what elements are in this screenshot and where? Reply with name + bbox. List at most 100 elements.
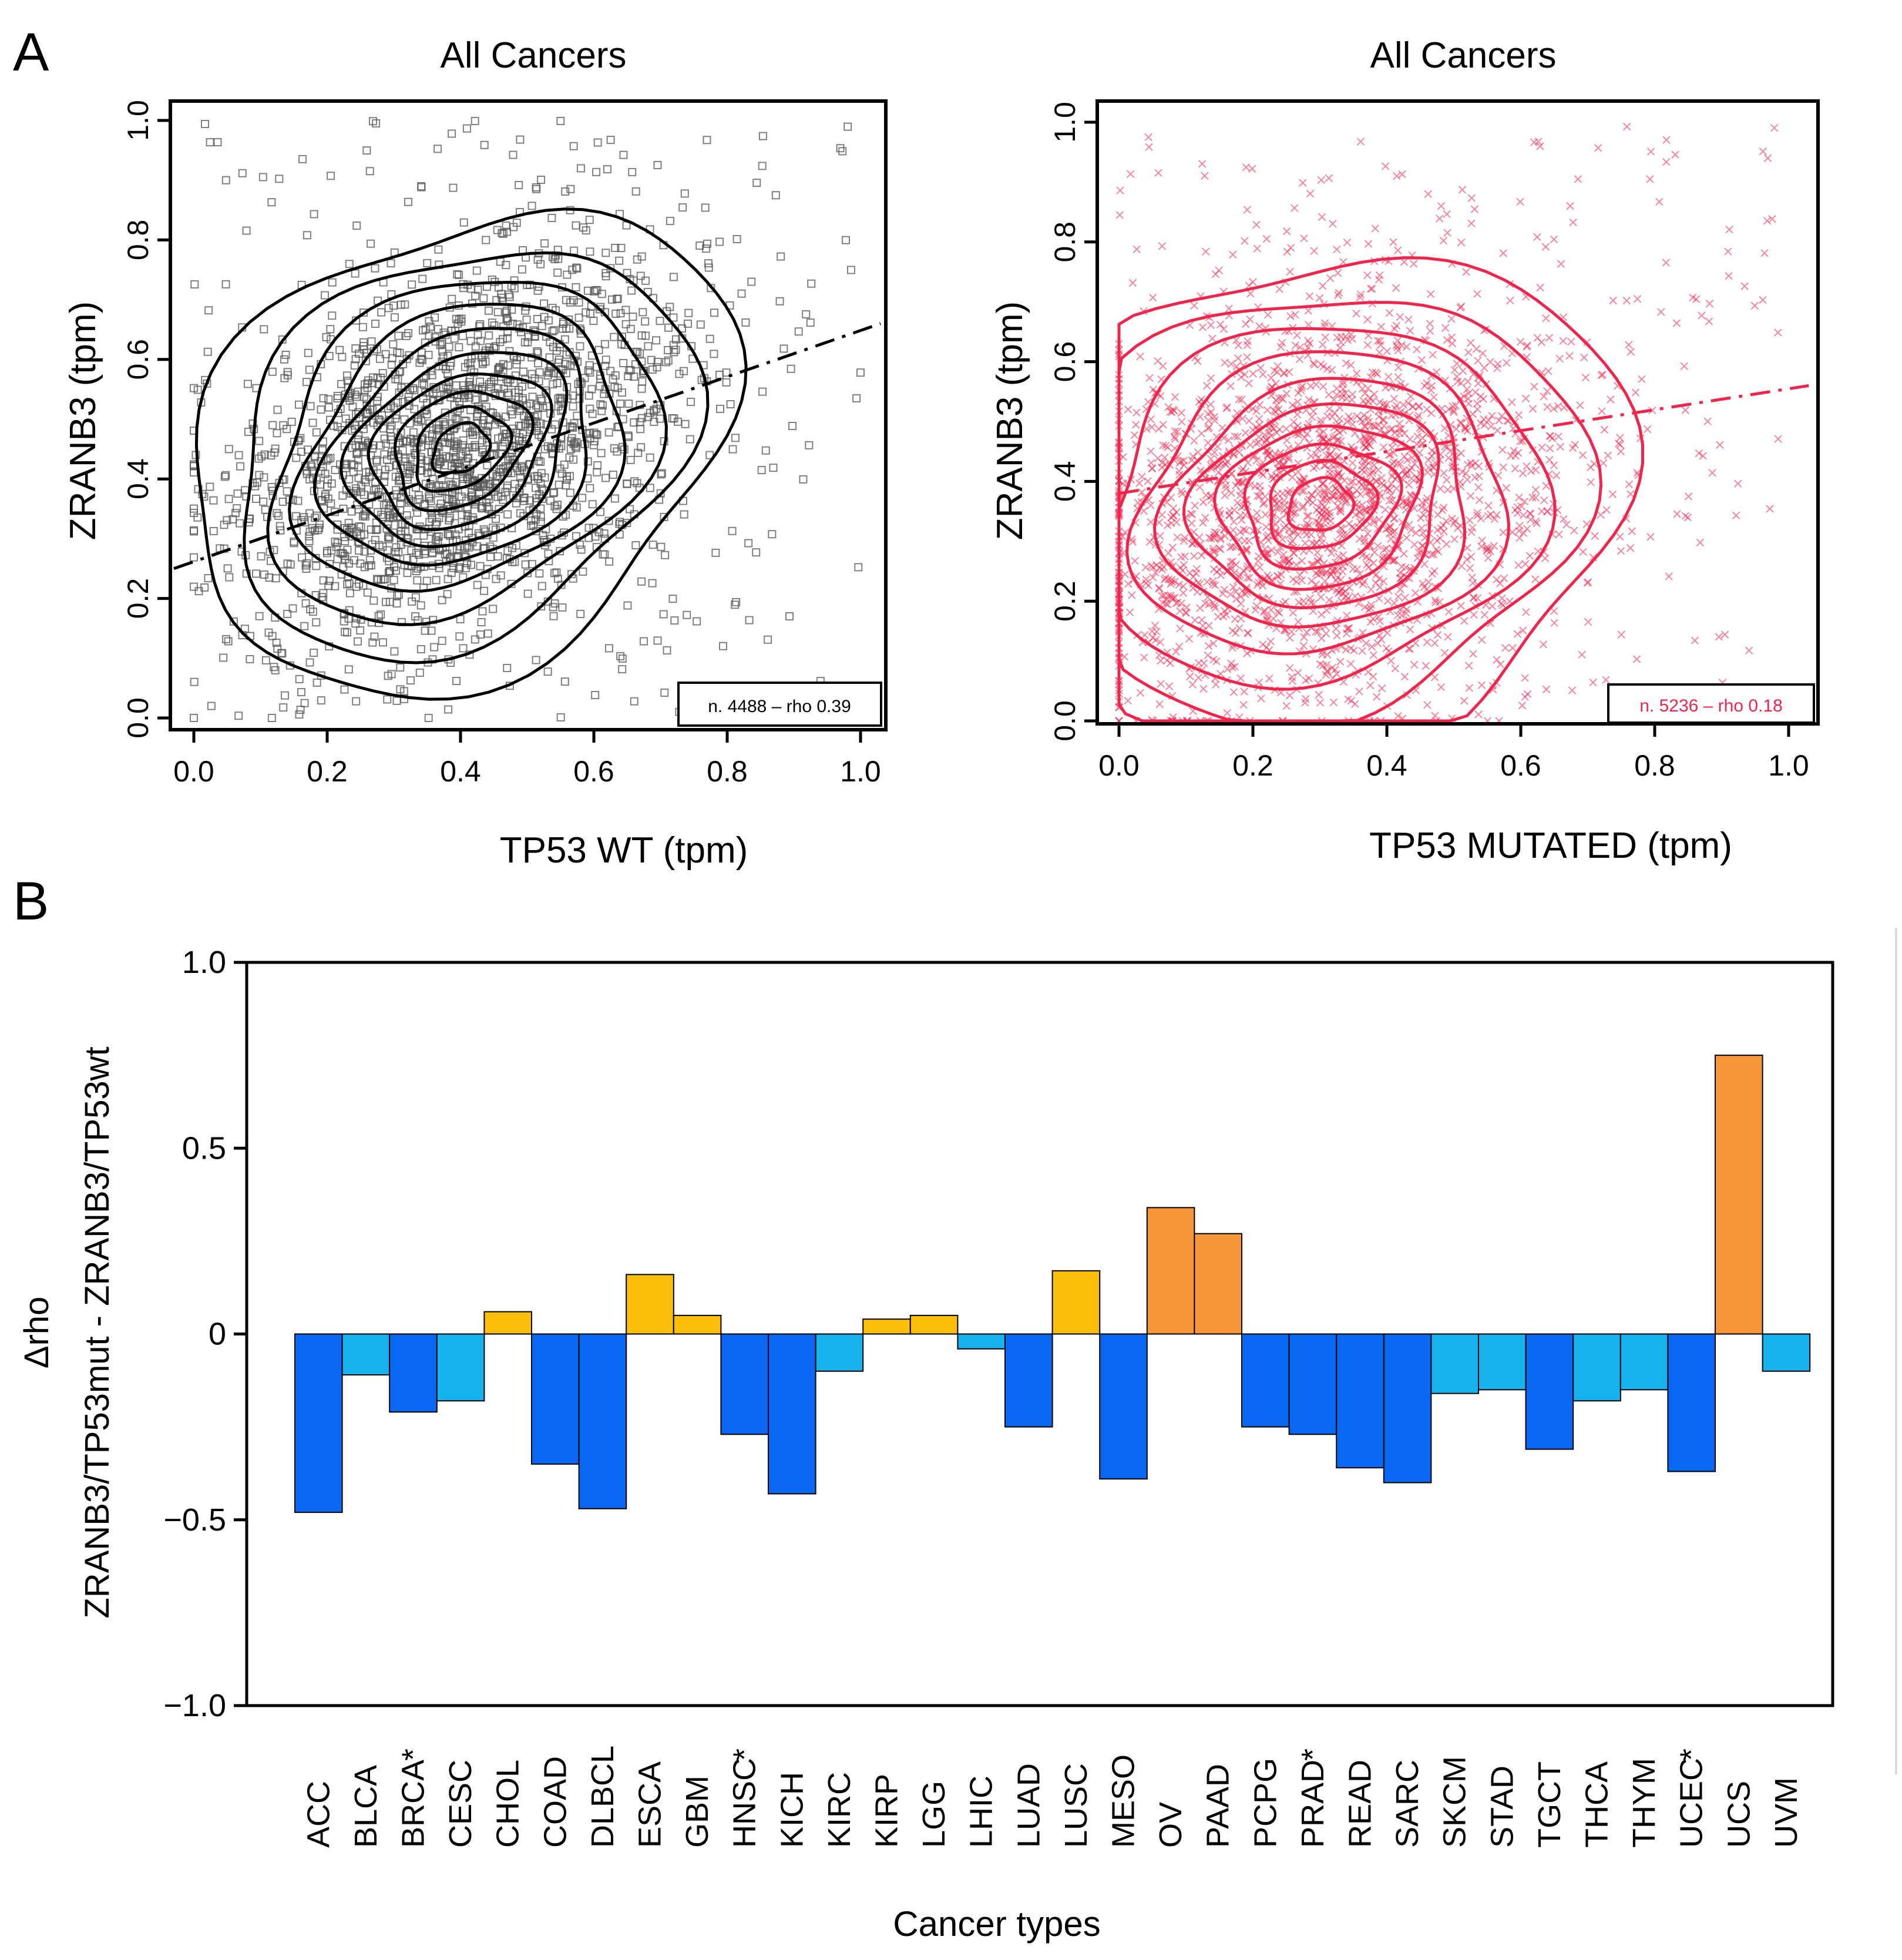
data-point [536, 419, 545, 428]
data-point [512, 428, 521, 437]
data-point [275, 174, 284, 183]
data-point [1477, 681, 1486, 689]
data-point [1691, 636, 1699, 645]
data-point [446, 361, 455, 370]
data-point [387, 259, 395, 268]
data-point [1473, 400, 1481, 408]
data-point [1394, 592, 1403, 601]
data-point [562, 296, 570, 304]
data-point [452, 478, 461, 486]
data-point [1310, 247, 1318, 255]
data-point [1440, 424, 1449, 432]
data-point [1236, 570, 1244, 579]
data-point [479, 294, 488, 303]
data-point [386, 425, 395, 434]
data-point [1522, 608, 1530, 616]
data-point [630, 697, 639, 706]
data-point [519, 367, 527, 376]
significance-marker: * [727, 1748, 762, 1761]
data-point [557, 580, 566, 589]
data-point [653, 636, 662, 645]
density-contours [1117, 256, 1644, 723]
data-point [377, 308, 386, 317]
y-tick-label: 1.0 [1049, 102, 1081, 143]
data-point [298, 553, 307, 562]
data-point [1360, 390, 1369, 398]
data-point [1521, 394, 1530, 402]
data-point [281, 350, 290, 359]
data-point [1490, 542, 1498, 550]
data-point [396, 540, 405, 549]
data-point [380, 450, 389, 459]
data-point [481, 357, 490, 366]
data-point [601, 249, 610, 257]
data-point [1265, 674, 1273, 683]
data-point [363, 588, 372, 597]
data-point [1414, 411, 1423, 419]
data-point [190, 553, 198, 562]
data-point [536, 260, 545, 269]
data-point [512, 360, 521, 369]
data-point [1560, 515, 1568, 523]
data-point [1274, 572, 1282, 581]
data-point [1136, 352, 1144, 361]
data-point [1320, 486, 1328, 495]
data-point [1681, 512, 1689, 520]
data-point [255, 437, 264, 445]
data-point [1515, 533, 1524, 542]
data-point [554, 402, 563, 411]
data-point [1235, 395, 1244, 404]
data-point [319, 394, 328, 402]
data-point [527, 516, 536, 525]
data-point [414, 491, 423, 500]
data-point [563, 270, 572, 279]
data-point [1145, 374, 1154, 382]
data-point [424, 714, 433, 722]
data-point [455, 565, 463, 573]
data-point [1159, 441, 1167, 449]
data-point [440, 461, 449, 469]
data-point [515, 180, 523, 189]
data-point [1188, 510, 1197, 519]
data-point [1774, 328, 1782, 337]
data-point [852, 394, 861, 402]
data-point [1408, 454, 1416, 462]
bar-kirp [862, 1318, 911, 1335]
data-point [425, 331, 434, 340]
data-point [1298, 576, 1306, 585]
data-point [669, 341, 678, 350]
data-point [1478, 349, 1487, 358]
data-point [410, 386, 419, 395]
data-point [1313, 548, 1322, 556]
data-point [648, 365, 657, 374]
data-point [190, 582, 198, 591]
data-point [425, 492, 434, 501]
data-point [1530, 138, 1538, 146]
data-point [567, 437, 576, 445]
data-point [1406, 327, 1414, 335]
data-point [1322, 568, 1331, 576]
data-point [1545, 455, 1554, 464]
data-point [503, 664, 512, 673]
data-point [1514, 411, 1523, 419]
data-point [552, 568, 561, 577]
data-point [1312, 462, 1320, 471]
data-point [360, 392, 369, 401]
data-point [305, 365, 314, 374]
data-point [1314, 570, 1323, 579]
data-point [1759, 296, 1767, 304]
data-point [384, 672, 392, 680]
data-point [1376, 341, 1385, 349]
plot-frame [169, 99, 888, 731]
data-point [1149, 293, 1157, 302]
data-point [1204, 438, 1212, 447]
data-point [324, 403, 333, 412]
data-point [1228, 542, 1236, 551]
data-point [1471, 388, 1480, 397]
data-point [1527, 515, 1535, 524]
data-point [1175, 642, 1184, 651]
data-point [1171, 392, 1179, 401]
data-point [324, 582, 333, 590]
data-point [1356, 293, 1365, 301]
data-point [502, 314, 511, 323]
